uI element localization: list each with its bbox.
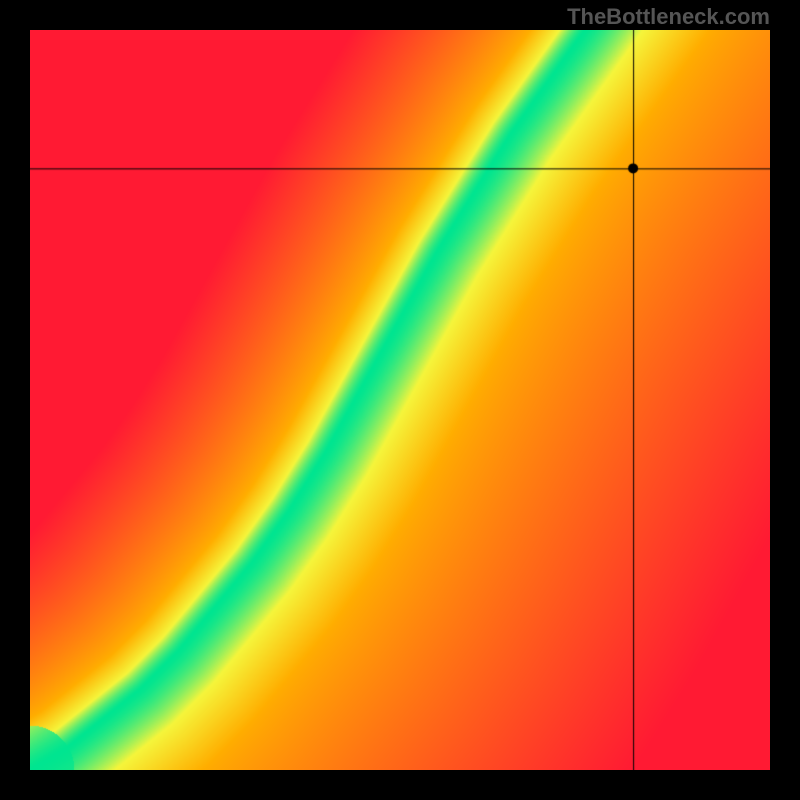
watermark-text: TheBottleneck.com	[567, 4, 770, 30]
heatmap-canvas	[30, 30, 770, 770]
bottleneck-heatmap	[30, 30, 770, 770]
